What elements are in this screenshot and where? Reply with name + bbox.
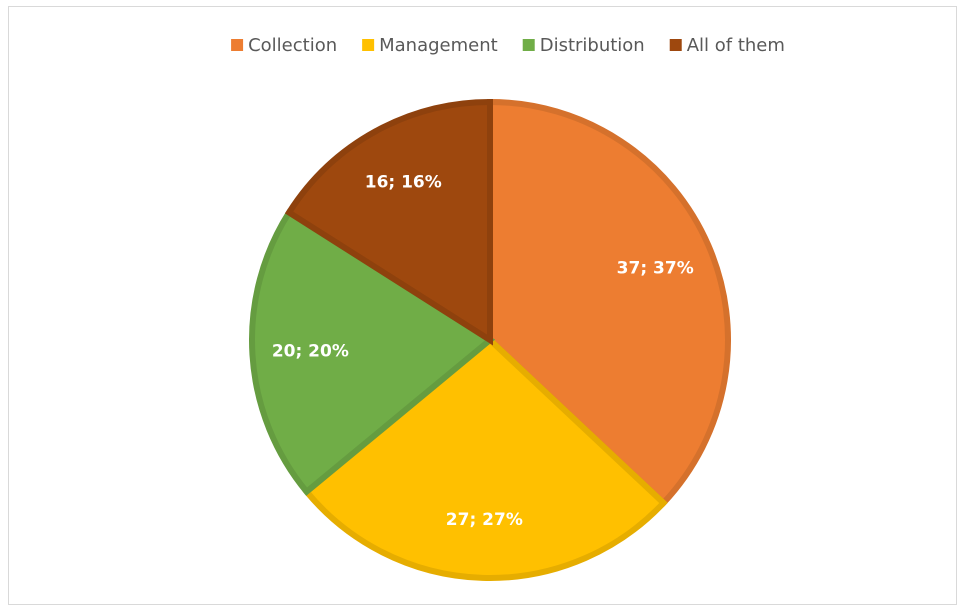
legend-label: Management — [379, 35, 498, 56]
data-label: 27; 27% — [446, 510, 523, 530]
legend-label: All of them — [687, 35, 785, 56]
data-label: 20; 20% — [272, 341, 349, 361]
pie-slice — [284, 98, 493, 346]
legend-swatch — [231, 39, 244, 51]
pie-slice — [249, 208, 496, 496]
legend-swatch — [362, 39, 375, 51]
legend-swatch — [669, 39, 682, 51]
legend-label: Collection — [248, 35, 337, 56]
legend-swatch — [522, 39, 535, 51]
data-label: 37; 37% — [617, 259, 694, 279]
pie-slice — [302, 336, 668, 581]
pie-slice — [487, 98, 731, 508]
legend-label: Distribution — [540, 35, 645, 56]
data-label: 16; 16% — [365, 172, 442, 192]
